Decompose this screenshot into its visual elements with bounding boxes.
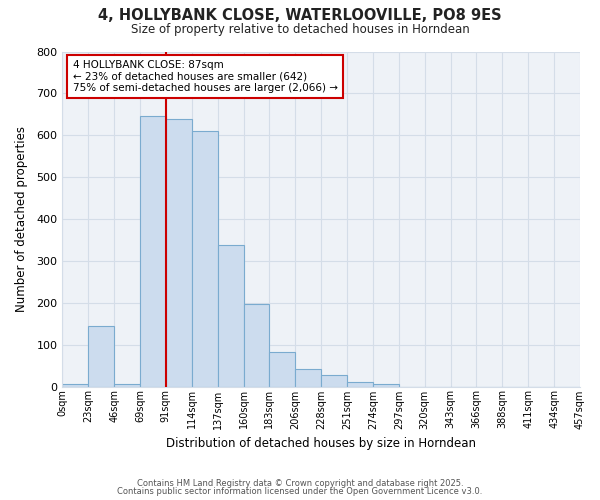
X-axis label: Distribution of detached houses by size in Horndean: Distribution of detached houses by size …: [166, 437, 476, 450]
Text: Size of property relative to detached houses in Horndean: Size of property relative to detached ho…: [131, 22, 469, 36]
Bar: [373, 384, 399, 386]
Text: 4 HOLLYBANK CLOSE: 87sqm
← 23% of detached houses are smaller (642)
75% of semi-: 4 HOLLYBANK CLOSE: 87sqm ← 23% of detach…: [73, 60, 338, 93]
Bar: [269, 352, 295, 386]
Text: Contains HM Land Registry data © Crown copyright and database right 2025.: Contains HM Land Registry data © Crown c…: [137, 478, 463, 488]
Bar: [62, 384, 88, 386]
Bar: [114, 384, 140, 386]
Bar: [166, 118, 192, 386]
Bar: [321, 375, 347, 386]
Bar: [192, 131, 218, 386]
Bar: [295, 369, 321, 386]
Bar: [88, 326, 114, 386]
Y-axis label: Number of detached properties: Number of detached properties: [15, 126, 28, 312]
Text: 4, HOLLYBANK CLOSE, WATERLOOVILLE, PO8 9ES: 4, HOLLYBANK CLOSE, WATERLOOVILLE, PO8 9…: [98, 8, 502, 22]
Text: Contains public sector information licensed under the Open Government Licence v3: Contains public sector information licen…: [118, 487, 482, 496]
Bar: [244, 304, 269, 386]
Bar: [140, 116, 166, 386]
Bar: [347, 382, 373, 386]
Bar: [218, 245, 244, 386]
